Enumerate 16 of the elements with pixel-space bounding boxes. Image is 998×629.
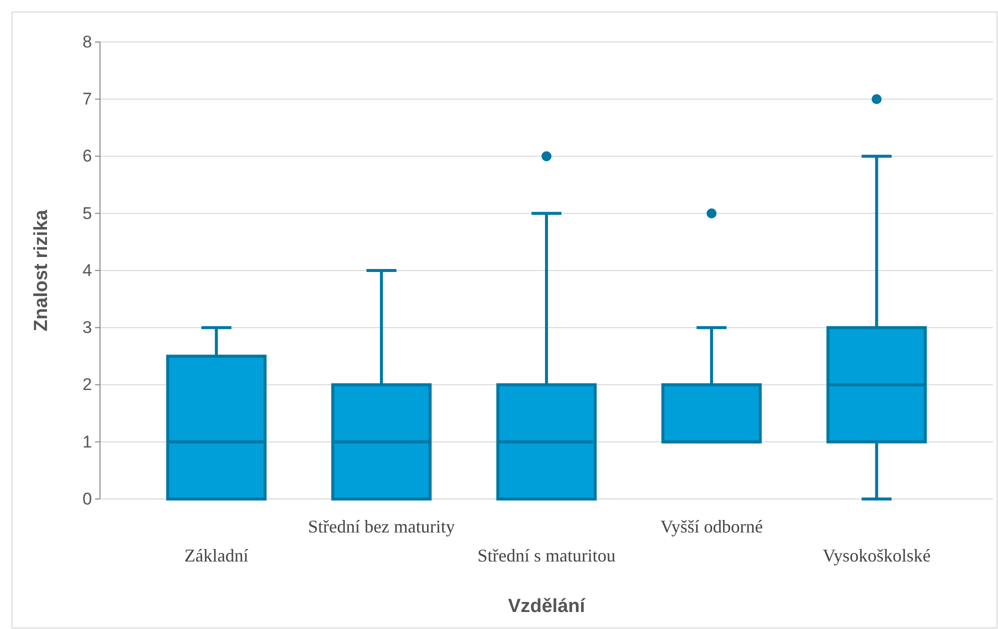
x-tick-label: Střední s maturitou (478, 545, 616, 566)
x-tick-label: Vysokoškolské (822, 545, 931, 566)
y-tick-label: 8 (82, 32, 92, 52)
y-tick-label: 6 (82, 146, 92, 166)
y-tick-label: 1 (82, 432, 92, 452)
y-tick-label: 0 (82, 489, 92, 508)
x-tick-label: Střední bez maturity (308, 516, 455, 537)
x-axis-title: Vzdělání (508, 596, 586, 617)
y-axis-title: Znalost rizika (31, 209, 52, 332)
y-tick-label: 5 (82, 204, 92, 223)
y-tick-label: 3 (82, 318, 92, 338)
x-tick-label: Základní (184, 545, 248, 566)
x-tick-label: Vyšší odborné (660, 516, 763, 537)
y-tick-label: 2 (82, 375, 92, 394)
y-tick-label: 4 (82, 260, 92, 280)
y-tick-label: 7 (82, 90, 92, 109)
